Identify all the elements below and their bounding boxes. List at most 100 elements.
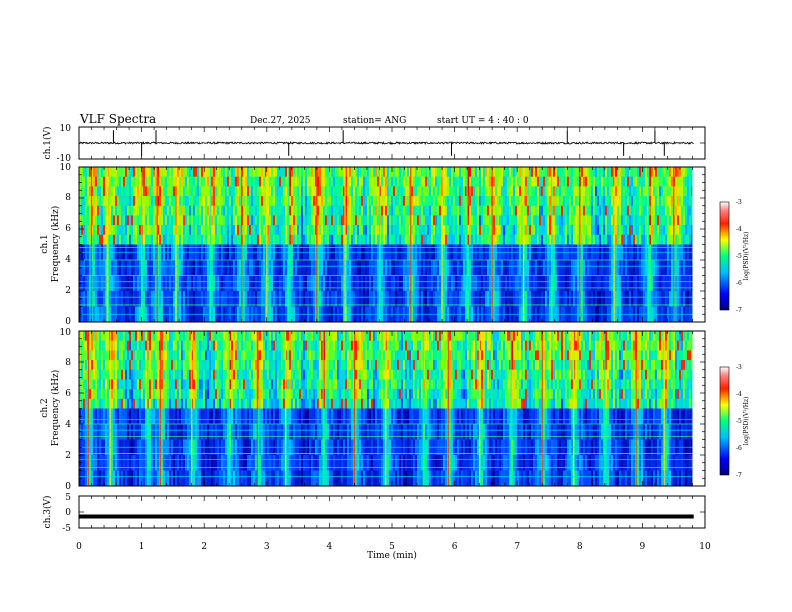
spectrogram-cell xyxy=(181,225,184,236)
spectrogram-cell xyxy=(451,176,454,187)
spectrogram-cell xyxy=(683,215,686,226)
spectrogram-cell xyxy=(423,196,426,207)
spectrogram-cell xyxy=(229,196,232,207)
spectrogram-cell xyxy=(169,340,172,351)
spectrogram-cell xyxy=(667,186,670,197)
spectrogram-cell xyxy=(457,176,460,187)
spectrogram-cell xyxy=(159,275,162,292)
spectrogram-cell xyxy=(541,234,544,245)
spectrogram-cell xyxy=(127,275,130,292)
spectrogram-cell xyxy=(435,260,438,276)
spectrogram-cell xyxy=(195,260,198,276)
spectrogram-cell xyxy=(235,291,238,307)
spectrogram-cell xyxy=(227,225,230,236)
spectrogram-cell xyxy=(79,340,82,351)
spectrogram-cell xyxy=(135,470,138,487)
spectrogram-cell xyxy=(645,167,648,177)
spectrogram-cell xyxy=(479,215,482,226)
spectrogram-cell xyxy=(291,167,294,177)
spectrogram-cell xyxy=(643,176,646,187)
spectrogram-cell xyxy=(539,225,542,236)
spectrogram-cell xyxy=(201,215,204,226)
spectrogram-cell xyxy=(229,186,232,197)
spectrogram-cell xyxy=(563,176,566,187)
spectrogram-cell xyxy=(539,275,542,292)
spectrogram-cell xyxy=(165,196,168,207)
spectrogram-cell xyxy=(471,167,474,177)
spectrogram-cell xyxy=(145,176,148,187)
spectrogram-cell xyxy=(137,379,140,390)
spectrogram-cell xyxy=(181,369,184,380)
spectrogram-cell xyxy=(483,225,486,236)
spectrogram-cell xyxy=(363,196,366,207)
spectrogram-cell xyxy=(469,167,472,177)
spectrogram-cell xyxy=(651,186,654,197)
spectrogram-cell xyxy=(309,215,312,226)
spectrogram-cell xyxy=(269,205,272,216)
spectrogram-cell xyxy=(355,275,358,292)
spectrogram-cell xyxy=(437,291,440,307)
spectrogram-cell xyxy=(361,196,364,207)
ch1-waveform-ylabel: ch.1(V) xyxy=(42,127,53,160)
spectrogram-cell xyxy=(103,408,106,425)
spectrogram-cell xyxy=(297,234,300,245)
spectrogram-cell xyxy=(623,186,626,197)
spectrogram-cell xyxy=(249,186,252,197)
spectrogram-cell xyxy=(147,275,150,292)
spectrogram-cell xyxy=(537,176,540,187)
spectrogram-cell xyxy=(233,275,236,292)
spectrogram-cell xyxy=(81,167,84,177)
spectrogram-cell xyxy=(639,205,642,216)
spectrogram-cell xyxy=(471,205,474,216)
spectrogram-cell xyxy=(345,260,348,276)
spectrogram-cell xyxy=(389,186,392,197)
spectrogram-cell xyxy=(407,196,410,207)
spectrogram-cell xyxy=(387,215,390,226)
spectrogram-cell xyxy=(111,350,114,361)
spectrogram-cell xyxy=(313,215,316,226)
spectrogram-cell xyxy=(139,408,142,425)
spectrogram-cell xyxy=(445,291,448,307)
spectrogram-cell xyxy=(245,291,248,307)
spectrogram-cell xyxy=(653,205,656,216)
spectrogram-cell xyxy=(289,275,292,292)
spectrogram-cell xyxy=(337,186,340,197)
spectrogram-cell xyxy=(125,186,128,197)
spectrogram-cell xyxy=(659,225,662,236)
spectrogram-cell xyxy=(91,275,94,292)
spectrogram-cell xyxy=(157,196,160,207)
spectrogram-cell xyxy=(533,215,536,226)
spectrogram-cell xyxy=(537,167,540,177)
spectrogram-cell xyxy=(537,275,540,292)
spectrogram-cell xyxy=(281,196,284,207)
spectrogram-cell xyxy=(143,215,146,226)
spectrogram-cell xyxy=(301,275,304,292)
spectrogram-cell xyxy=(97,389,100,400)
spectrogram-cell xyxy=(349,260,352,276)
spectrogram-cell xyxy=(447,234,450,245)
spectrogram-cell xyxy=(413,205,416,216)
spectrogram-cell xyxy=(395,234,398,245)
spectrogram-cell xyxy=(237,176,240,187)
spectrogram-cell xyxy=(667,167,670,177)
spectrogram-cell xyxy=(389,167,392,177)
spectrogram-cell xyxy=(379,167,382,177)
spectrogram-cell xyxy=(123,196,126,207)
spectrogram-cell xyxy=(303,167,306,177)
spectrogram-cell xyxy=(93,408,96,425)
spectrogram-cell xyxy=(393,215,396,226)
spectrogram-cell xyxy=(545,167,548,177)
spectrogram-cell xyxy=(539,176,542,187)
spectrogram-cell xyxy=(259,186,262,197)
spectrogram-cell xyxy=(149,340,152,351)
spectrogram-cell xyxy=(331,176,334,187)
spectrogram-cell xyxy=(475,215,478,226)
spectrogram-cell xyxy=(371,234,374,245)
spectrogram-cell xyxy=(143,424,146,440)
spectrogram-cell xyxy=(91,291,94,307)
spectrogram-cell xyxy=(191,176,194,187)
spectrogram-cell xyxy=(497,196,500,207)
spectrogram-cell xyxy=(387,186,390,197)
spectrogram-cell xyxy=(617,176,620,187)
spectrogram-cell xyxy=(149,260,152,276)
